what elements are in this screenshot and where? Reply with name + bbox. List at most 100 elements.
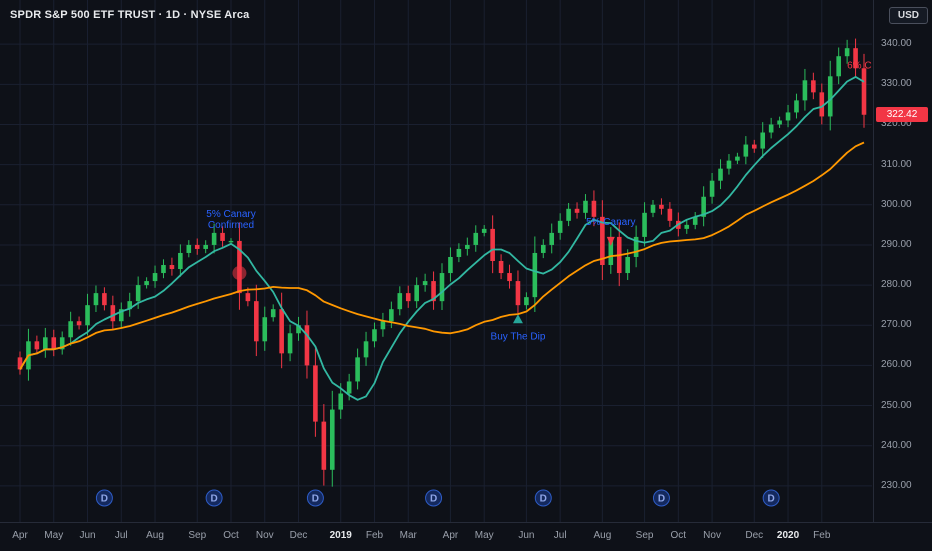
candle-body: [102, 293, 107, 306]
candle-body: [355, 357, 360, 382]
annotation-canary-confirmed[interactable]: 5% Canary Confirmed: [206, 209, 255, 231]
candle-body: [321, 421, 327, 470]
dividend-circle-icon: [762, 489, 780, 507]
time-axis-month-label: Jul: [553, 530, 567, 541]
annotation-canary-2[interactable]: 5% Canary: [586, 217, 635, 228]
candle-body: [389, 309, 394, 322]
time-axis-month-label: Nov: [703, 530, 721, 541]
price-axis-label: 240.00: [881, 439, 912, 451]
dividend-marker[interactable]: D: [205, 489, 223, 507]
price-axis-label: 300.00: [881, 198, 912, 210]
candle-body: [760, 132, 766, 149]
annotation-buy-the-dip[interactable]: Buy The Dip: [491, 331, 546, 342]
price-axis[interactable]: USD 322.42 230.00 240.00 250.00 260.00 270.0…: [873, 0, 932, 522]
candle-body: [270, 309, 276, 318]
candle-body: [414, 285, 419, 302]
time-axis-month-label: Aug: [146, 530, 164, 541]
candle-body: [490, 228, 495, 261]
candle-body: [524, 297, 529, 306]
candle-body: [380, 321, 386, 330]
last-price-label: 322.42: [876, 106, 928, 122]
candle-body: [194, 244, 200, 249]
dividend-marker[interactable]: D: [652, 489, 670, 507]
time-axis-month-label: Jun: [79, 530, 96, 541]
time-axis[interactable]: Apr May Jun Jul Aug Sep Oct Nov Dec 2019 Feb Mar Apr…: [0, 522, 932, 551]
candle-body: [422, 281, 428, 286]
candle-body: [540, 244, 546, 253]
candle-body: [152, 273, 158, 282]
candle-body: [465, 244, 470, 249]
candle-body: [473, 232, 479, 245]
candle-body: [625, 256, 630, 274]
candle-body: [34, 341, 40, 350]
dividend-circle-icon: [652, 489, 670, 507]
time-axis-month-label: Apr: [12, 530, 28, 541]
dividend-marker[interactable]: D: [762, 489, 780, 507]
time-axis-month-label: Mar: [399, 530, 417, 541]
candle-body: [456, 248, 462, 257]
candle-body: [777, 120, 782, 125]
price-chart-plot[interactable]: D D D D D D D 5% Canary Confirmed 5% Canary Buy Th…: [0, 0, 872, 522]
candle-body: [448, 256, 453, 274]
candle-body: [220, 232, 225, 241]
currency-toggle-button[interactable]: USD: [888, 7, 928, 24]
buy-arrow-icon[interactable]: [512, 314, 523, 324]
ma-slow-line[interactable]: [19, 141, 865, 370]
candle-body: [667, 208, 673, 221]
time-axis-month-label: Jun: [518, 530, 535, 541]
price-axis-label: 330.00: [881, 78, 912, 90]
annotation-six-pct[interactable]: 6% C: [847, 60, 871, 71]
candle-body: [861, 68, 867, 115]
dividend-marker[interactable]: D: [95, 489, 113, 507]
dividend-letter: D: [101, 494, 108, 505]
dividend-letter: D: [211, 494, 218, 505]
time-axis-month-label: Jul: [114, 530, 128, 541]
time-axis-month-label: May: [474, 530, 494, 541]
symbol-title[interactable]: SPDR S&P 500 ETF TRUST · 1D · NYSE Arca: [10, 9, 250, 21]
price-axis-label: 280.00: [881, 279, 912, 291]
ma-fast-line[interactable]: [19, 76, 865, 401]
candle-body: [811, 80, 816, 93]
price-axis-label: 270.00: [881, 319, 912, 331]
candle-body: [768, 124, 774, 133]
price-axis-label: 310.00: [881, 158, 912, 170]
time-axis-month-label: Dec: [745, 530, 764, 541]
dividend-marker[interactable]: D: [425, 489, 443, 507]
candle-body: [481, 228, 487, 233]
candle-body: [203, 244, 208, 249]
candle-body: [827, 76, 833, 117]
candle-body: [608, 236, 614, 266]
candle-body: [135, 285, 141, 302]
sell-arrow-icon[interactable]: [606, 236, 615, 246]
candle-body: [161, 265, 166, 274]
time-axis-month-label: Feb: [365, 530, 384, 541]
grid-layer: [0, 0, 872, 522]
candle-body: [692, 216, 698, 225]
dividend-letter: D: [658, 494, 665, 505]
candle-body: [751, 144, 757, 149]
event-circle-marker[interactable]: [232, 266, 247, 281]
candles-layer: [17, 38, 867, 487]
candle-body: [709, 180, 715, 197]
dividend-circle-icon: [205, 489, 223, 507]
candle-body: [743, 144, 749, 157]
candle-body: [802, 80, 808, 101]
time-axis-month-label: Oct: [670, 530, 687, 541]
candle-body: [439, 273, 445, 302]
dividend-marker[interactable]: D: [306, 489, 324, 507]
candle-body: [566, 208, 571, 221]
price-axis-label: 320.00: [881, 118, 912, 130]
time-axis-year-label: 2020: [776, 530, 800, 541]
candle-body: [59, 337, 65, 350]
candle-body: [650, 204, 656, 213]
candle-body: [397, 293, 403, 310]
candle-body: [118, 309, 124, 322]
dividend-marker[interactable]: D: [534, 489, 552, 507]
candle-body: [76, 321, 82, 326]
candle-body: [93, 293, 99, 306]
time-axis-month-label: May: [44, 530, 64, 541]
candle-body: [68, 321, 73, 338]
candle-body: [51, 337, 57, 350]
